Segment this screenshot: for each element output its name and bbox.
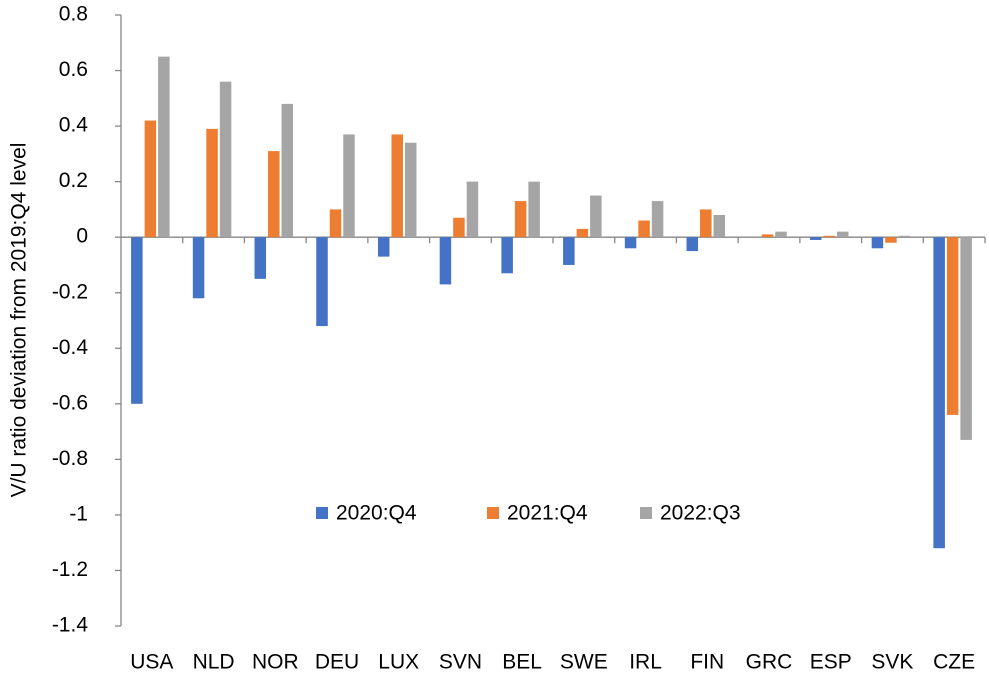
y-tick-label: -0.8 [52, 447, 88, 470]
bar [761, 234, 774, 238]
bar [404, 142, 417, 238]
bar [254, 237, 267, 279]
y-tick-label: -0.4 [52, 336, 89, 359]
bar [651, 201, 664, 238]
bar [528, 181, 540, 238]
legend-swatch [487, 507, 499, 519]
bar [439, 237, 452, 285]
bar [775, 231, 787, 238]
bar [144, 120, 157, 238]
x-tick-label: LUX [378, 651, 419, 674]
bar [871, 237, 884, 249]
bar [316, 237, 328, 327]
y-tick-label: -1.2 [52, 558, 88, 581]
bar [466, 181, 479, 238]
bar [329, 209, 342, 238]
y-tick-label: 0.2 [59, 169, 88, 192]
y-tick-label: 0.4 [59, 114, 89, 137]
y-tick-label: -1.4 [52, 614, 89, 637]
x-tick-label: NLD [193, 651, 235, 674]
bar [343, 134, 355, 238]
x-tick-label: GRC [746, 651, 793, 674]
legend-label: 2020:Q4 [336, 502, 417, 525]
x-tick-label: SVK [871, 651, 913, 674]
bar [823, 235, 835, 238]
x-tick-label: SVN [439, 651, 482, 674]
y-tick-label: -0.6 [52, 391, 88, 414]
y-tick-label: 0.6 [59, 58, 88, 81]
y-axis-title: V/U ratio deviation from 2019:Q4 level [8, 143, 31, 498]
bar [377, 237, 390, 257]
legend-label: 2021:Q4 [507, 502, 588, 525]
legend-label: 2022:Q3 [660, 502, 741, 525]
x-tick-label: NOR [252, 651, 299, 674]
bar [713, 214, 726, 238]
x-tick-label: DEU [315, 651, 359, 674]
bar [809, 237, 822, 240]
x-tick-label: FIN [690, 651, 724, 674]
bar [391, 134, 403, 238]
bar [453, 217, 465, 238]
bar [192, 237, 205, 299]
bar [885, 237, 897, 243]
x-tick-label: CZE [933, 651, 975, 674]
bar [590, 195, 602, 238]
y-tick-label: -0.2 [52, 280, 88, 303]
bar [576, 228, 589, 238]
x-tick-label: SWE [560, 651, 608, 674]
bar [501, 237, 513, 274]
bar [514, 201, 527, 238]
bar [131, 237, 143, 404]
y-tick-label: 0 [76, 225, 88, 248]
bar [219, 81, 232, 238]
x-tick-label: BEL [502, 651, 542, 674]
bar [563, 237, 575, 265]
bar [898, 235, 911, 238]
bar [960, 237, 972, 440]
bar [624, 237, 637, 249]
legend-swatch [640, 507, 652, 519]
bar [268, 151, 280, 238]
bar [686, 237, 699, 252]
y-tick-label: 0.8 [59, 3, 88, 26]
bar [281, 103, 294, 238]
legend-swatch [316, 507, 328, 519]
x-tick-label: IRL [629, 651, 662, 674]
bar [946, 237, 959, 415]
x-tick-label: ESP [810, 651, 852, 674]
bar [933, 237, 945, 549]
bar [836, 231, 849, 238]
bar [700, 209, 712, 238]
y-tick-label: -1 [69, 502, 88, 525]
bar [638, 220, 650, 238]
bar [158, 56, 170, 238]
x-tick-label: USA [130, 651, 173, 674]
bar [206, 128, 218, 238]
